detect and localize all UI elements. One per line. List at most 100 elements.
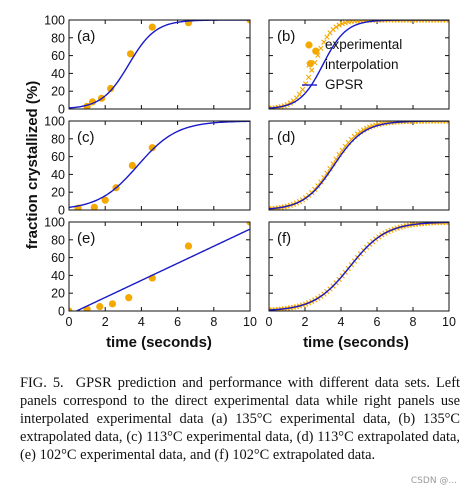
- y-tick-label: 60: [51, 49, 65, 63]
- experimental-series: [74, 144, 156, 210]
- interpolation-point: [324, 170, 330, 176]
- experimental-point: [312, 47, 320, 55]
- experimental-point: [184, 242, 193, 250]
- interpolation-point: [446, 222, 449, 226]
- x-tick-label: 4: [138, 315, 145, 329]
- interpolation-series: [269, 222, 449, 311]
- interpolation-point: [327, 165, 333, 172]
- watermark: CSDN @...: [410, 476, 457, 486]
- panel-label: (e): [77, 230, 95, 247]
- experimental-point: [96, 302, 104, 311]
- x-tick-label: 2: [102, 315, 109, 329]
- y-tick-label: 20: [51, 85, 65, 99]
- interpolation-point: [321, 174, 327, 181]
- y-tick-label: 80: [51, 132, 65, 146]
- experimental-point: [108, 300, 117, 308]
- experimental-point: [128, 161, 136, 170]
- panel-frame: [268, 221, 450, 312]
- x-tick-label: 6: [174, 315, 181, 329]
- panel-frame: [68, 120, 251, 211]
- gpsr-line: [269, 121, 449, 210]
- x-tick-label: 4: [338, 315, 345, 329]
- interpolation-point: [324, 34, 330, 40]
- legend-experimental-marker: [305, 41, 313, 49]
- interpolation-point: [446, 20, 449, 23]
- x-tick-label: 2: [302, 315, 309, 329]
- y-tick-label: 0: [58, 204, 65, 218]
- panel-label: (a): [77, 28, 95, 45]
- x-tick-label: 6: [374, 315, 381, 329]
- interpolation-point: [318, 179, 324, 185]
- interpolation-point: [296, 91, 303, 97]
- panel-label: (f): [277, 230, 291, 247]
- x-tick-label: 8: [410, 315, 417, 329]
- y-tick-label: 80: [51, 31, 65, 45]
- interpolation-point: [339, 21, 345, 27]
- panel-frame: [68, 19, 251, 110]
- panel-label: (b): [277, 28, 295, 45]
- y-tick-label: 40: [51, 67, 65, 81]
- interpolation-point: [305, 74, 312, 81]
- x-tick-label: 10: [442, 315, 456, 329]
- y-tick-label: 100: [44, 216, 65, 230]
- y-tick-label: 20: [51, 287, 65, 301]
- y-tick-label: 0: [58, 103, 65, 117]
- experimental-point: [126, 50, 135, 58]
- x-tick-label: 8: [210, 315, 217, 329]
- x-tick-label: 0: [66, 315, 73, 329]
- legend-interpolation-marker: [306, 62, 312, 68]
- legend: experimental interpolation GPSR: [302, 37, 402, 92]
- interpolation-point: [333, 24, 339, 30]
- panel-b: (b): [268, 19, 450, 110]
- panel-a: 0 20 40 60 80 100 (a): [44, 14, 251, 117]
- panel-label: (d): [277, 129, 295, 146]
- panel-frame: [68, 221, 251, 312]
- gpsr-line: [269, 222, 449, 311]
- experimental-point: [246, 222, 250, 226]
- interpolation-point: [318, 45, 324, 51]
- panel-c: 0 20 40 60 80 100 (c): [44, 115, 251, 218]
- x-tick-label: 10: [243, 315, 257, 329]
- panel-d: (d): [268, 120, 450, 211]
- interpolation-point: [299, 86, 306, 93]
- x-tick-label: 0: [266, 315, 273, 329]
- experimental-point: [246, 20, 250, 24]
- experimental-point: [125, 294, 133, 302]
- y-tick-label: 80: [51, 233, 65, 247]
- x-axis-label-left: time (seconds): [106, 334, 212, 351]
- caption-label: FIG. 5.: [20, 375, 64, 391]
- interpolation-point: [336, 22, 342, 28]
- panel-frame: [268, 120, 450, 211]
- experimental-point: [90, 203, 98, 210]
- y-tick-label: 20: [51, 186, 65, 200]
- legend-interpolation-label: interpolation: [325, 57, 399, 72]
- y-tick-label: 0: [58, 305, 65, 319]
- y-tick-label: 40: [51, 269, 65, 283]
- gpsr-line: [74, 228, 250, 311]
- caption-text: GPSR prediction and performance with dif…: [20, 375, 460, 463]
- x-axis-label-right: time (seconds): [303, 334, 409, 351]
- y-tick-label: 100: [44, 115, 65, 129]
- legend-experimental-label: experimental: [325, 37, 402, 52]
- experimental-series: [83, 20, 250, 109]
- gpsr-line: [69, 20, 250, 109]
- gpsr-line: [69, 121, 250, 209]
- interpolation-point: [309, 67, 315, 73]
- legend-gpsr-label: GPSR: [325, 77, 364, 92]
- y-tick-label: 60: [51, 251, 65, 265]
- y-tick-label: 100: [44, 14, 65, 28]
- experimental-point: [107, 84, 115, 93]
- experimental-point: [148, 144, 156, 152]
- experimental-point: [148, 23, 156, 31]
- panel-frame: [268, 19, 450, 110]
- interpolation-point: [446, 121, 449, 124]
- figure-caption: FIG. 5. GPSR prediction and performance …: [20, 374, 460, 464]
- experimental-point: [101, 196, 109, 204]
- y-axis-label: fraction crystallized (%): [24, 81, 41, 249]
- figure-canvas: fraction crystallized (%) time (seconds)…: [24, 14, 456, 352]
- y-tick-label: 40: [51, 168, 65, 182]
- interpolation-point: [315, 183, 321, 189]
- panel-f: 0 2 4 6 8 10 (f): [266, 221, 456, 329]
